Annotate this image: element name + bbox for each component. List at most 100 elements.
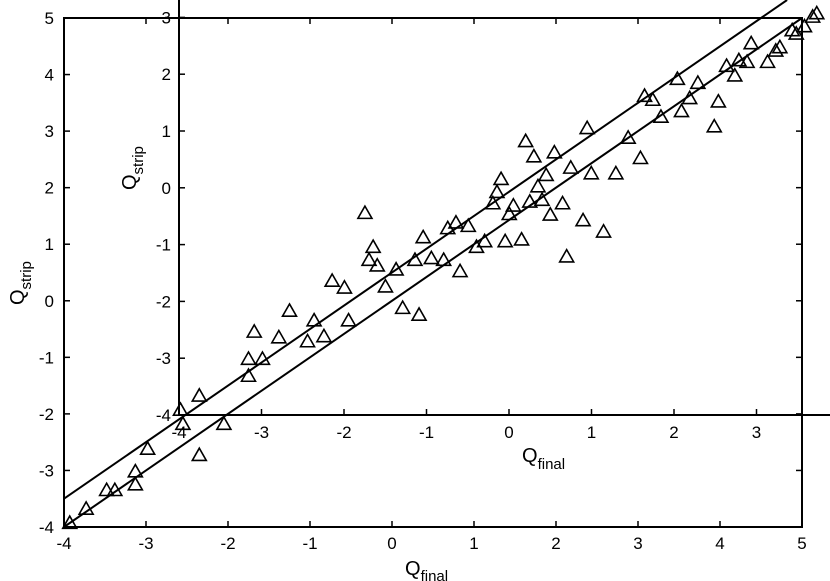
data-point — [562, 159, 580, 174]
data-point — [771, 38, 789, 54]
data-point — [578, 119, 596, 135]
x-tick-label: 5 — [797, 534, 806, 553]
y-axis-label: Qstrip — [7, 261, 35, 305]
data-point — [554, 194, 571, 210]
data-point — [281, 302, 298, 318]
data-point — [730, 51, 748, 67]
data-point — [215, 415, 233, 431]
data-point — [172, 401, 189, 416]
data-point — [582, 164, 600, 180]
data-point — [323, 272, 341, 288]
data-point — [533, 191, 551, 207]
x-tick-label: 4 — [715, 534, 724, 553]
data-point — [644, 91, 662, 107]
data-point — [738, 53, 756, 69]
data-point — [668, 70, 686, 86]
data-point — [459, 217, 477, 233]
data-point — [299, 332, 316, 348]
inset-x-tick-label: 0 — [504, 423, 513, 442]
y-tick-label: 4 — [45, 66, 54, 85]
inset-x-axis-label: Qfinal — [522, 445, 565, 473]
data-point — [488, 183, 506, 199]
x-axis-label: Qfinal — [405, 558, 448, 581]
data-point — [240, 350, 257, 366]
data-points — [61, 4, 826, 530]
data-point — [636, 87, 653, 103]
data-point — [336, 279, 353, 294]
data-point — [574, 211, 592, 227]
data-point — [759, 53, 776, 69]
data-point — [98, 481, 116, 497]
x-tick-label: -4 — [56, 534, 71, 553]
data-point — [406, 251, 424, 267]
data-point — [126, 475, 144, 491]
data-point — [422, 249, 440, 265]
data-point — [394, 299, 412, 315]
data-point — [513, 231, 530, 246]
data-point — [619, 129, 637, 144]
x-label-sub: final — [421, 568, 449, 581]
data-point — [305, 311, 323, 327]
y-tick-label: -4 — [39, 518, 54, 537]
inset-y-tick-label: 2 — [162, 65, 171, 84]
data-point — [410, 306, 428, 321]
data-point — [521, 193, 539, 208]
x-tick-label: 3 — [633, 534, 642, 553]
data-point — [364, 238, 382, 254]
data-point — [718, 57, 735, 73]
data-point — [558, 248, 576, 263]
data-point — [500, 205, 518, 221]
data-point — [632, 149, 649, 165]
y-tick-label: 3 — [45, 122, 54, 141]
data-point — [517, 132, 535, 148]
data-point — [525, 147, 543, 163]
inset-x-tick-label: -3 — [254, 423, 269, 442]
data-point — [484, 194, 502, 210]
inset-x-tick-label: 3 — [752, 423, 761, 442]
data-point — [476, 232, 494, 248]
data-point — [340, 311, 357, 327]
data-point — [387, 261, 405, 276]
x-tick-label: 2 — [551, 534, 560, 553]
data-point — [673, 102, 690, 118]
x-label-main: Q — [405, 558, 421, 580]
data-point — [414, 228, 432, 244]
data-point — [541, 206, 559, 221]
data-point — [106, 481, 124, 497]
data-point — [689, 74, 707, 90]
data-point — [270, 328, 288, 344]
inset-y-label-main: Q — [119, 174, 141, 190]
data-point — [787, 25, 805, 40]
data-point — [496, 232, 514, 248]
plot-frame — [63, 17, 803, 528]
data-point — [796, 17, 813, 33]
data-point — [726, 67, 744, 82]
data-point — [545, 143, 563, 159]
data-point — [377, 278, 394, 293]
inset-x-tick-label: -4 — [171, 423, 186, 442]
inset-y-label-sub: strip — [130, 146, 147, 174]
inset-x-tick-label: -1 — [419, 423, 434, 442]
data-point — [245, 323, 263, 338]
inset-y-tick-label: -2 — [156, 292, 171, 311]
x-tick-label: 0 — [387, 534, 396, 553]
data-point — [652, 108, 670, 124]
data-point — [709, 93, 727, 108]
inset-y-tick-label: -3 — [156, 349, 171, 368]
data-point — [356, 204, 374, 220]
inset-x-label-sub: final — [538, 456, 566, 473]
data-point — [126, 462, 144, 478]
data-point — [240, 367, 257, 383]
data-point — [368, 257, 386, 272]
y-label-main: Q — [7, 289, 29, 305]
y-label-sub: strip — [18, 261, 35, 289]
inset-x-tick-label: 2 — [669, 423, 678, 442]
inset-x-tick-label: 1 — [587, 423, 596, 442]
data-point — [190, 446, 208, 462]
data-point — [705, 117, 723, 133]
data-point — [537, 166, 555, 182]
data-point — [504, 197, 522, 212]
data-point — [174, 415, 192, 431]
